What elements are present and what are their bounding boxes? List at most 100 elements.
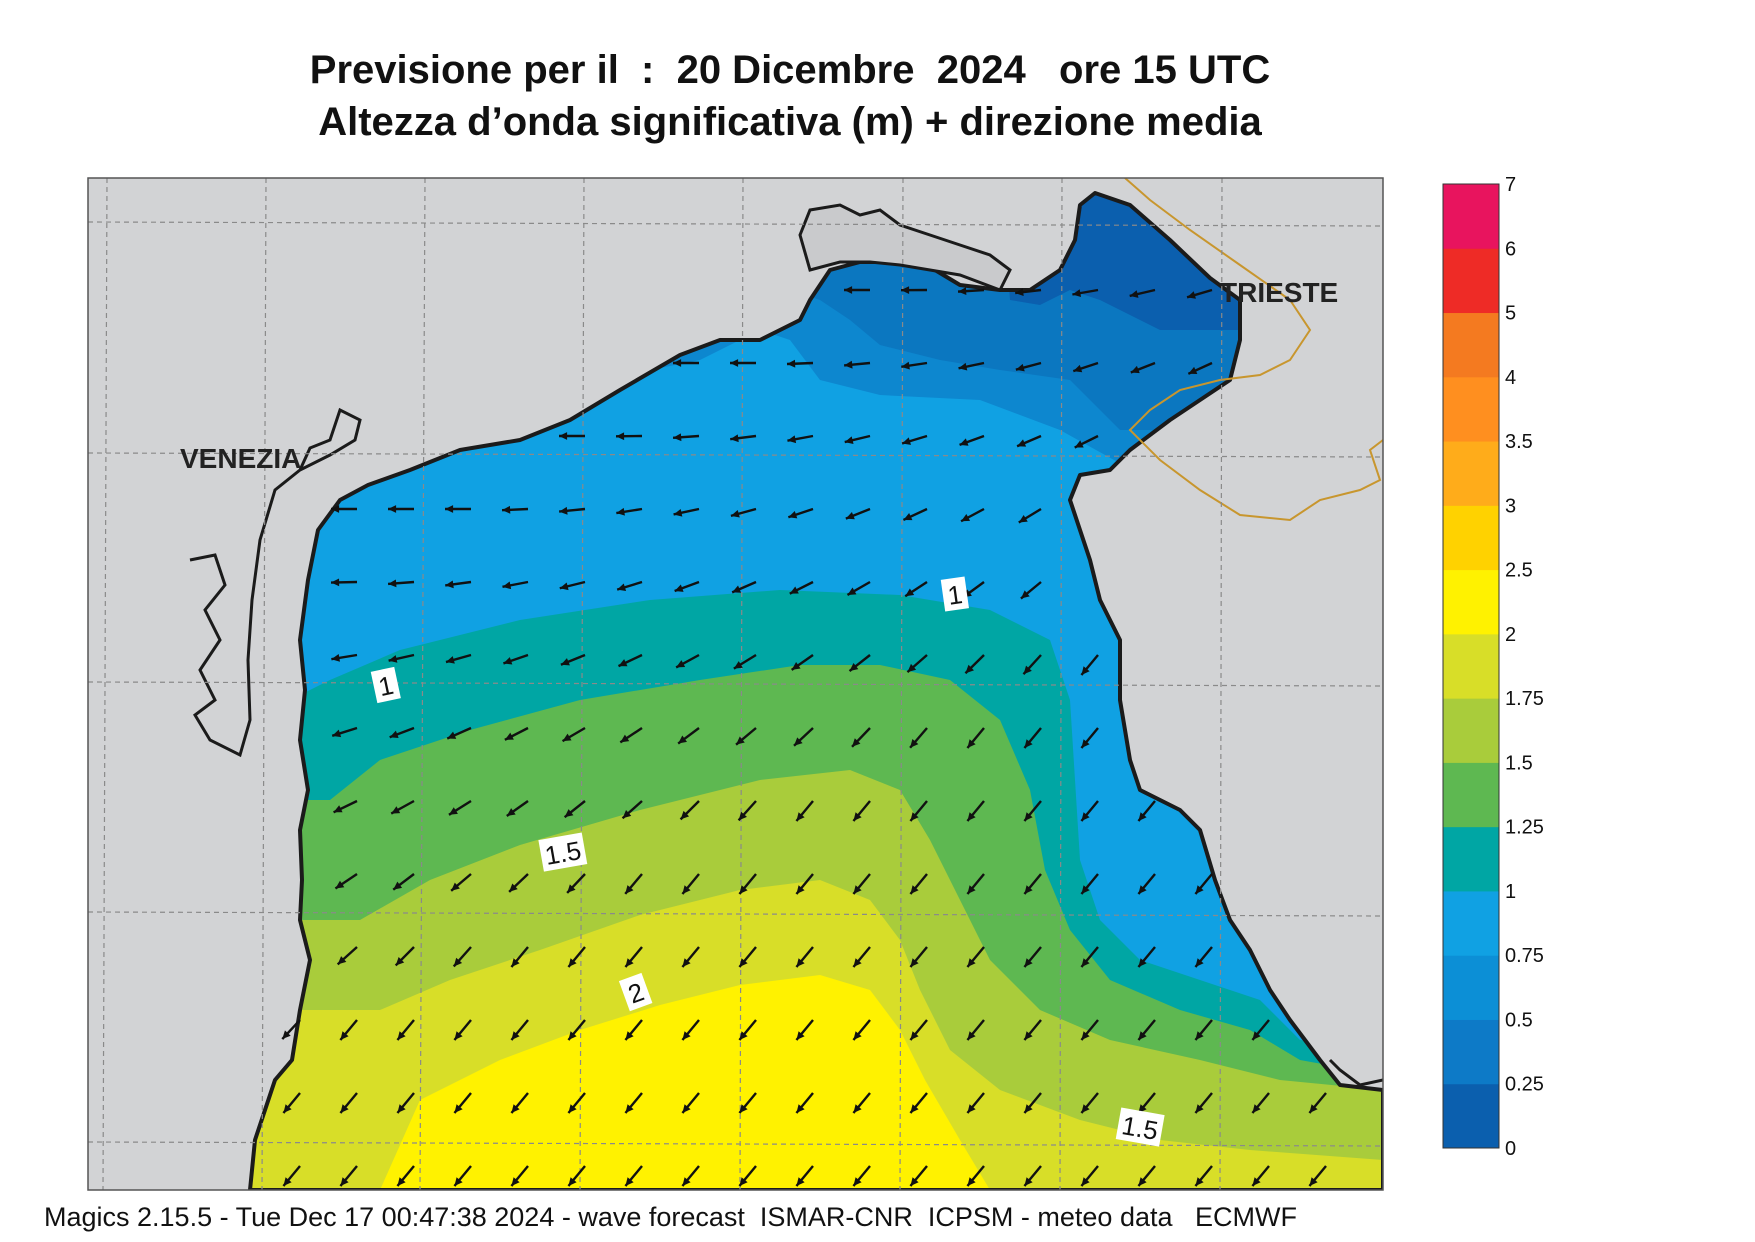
wave-arrow-head bbox=[967, 1031, 976, 1041]
legend-swatch bbox=[1443, 184, 1499, 249]
legend-swatch bbox=[1443, 1019, 1499, 1085]
map-title-line2: Altezza d’onda significativa (m) + direz… bbox=[318, 100, 1262, 144]
legend-swatch bbox=[1443, 505, 1499, 571]
wave-arrow-head bbox=[340, 1104, 349, 1114]
wave-arrow-head bbox=[502, 505, 511, 514]
legend-swatch bbox=[1443, 441, 1499, 506]
wave-arrow-head bbox=[445, 656, 455, 664]
wave-arrow-head bbox=[682, 885, 691, 895]
wave-arrow-head bbox=[283, 1177, 292, 1187]
legend-swatch bbox=[1443, 698, 1499, 763]
wave-arrow-head bbox=[1129, 290, 1139, 298]
wave-arrow-head bbox=[333, 805, 343, 813]
legend-tick-label: 5 bbox=[1505, 303, 1516, 325]
legend-tick-label: 4 bbox=[1505, 367, 1516, 389]
wave-arrow-head bbox=[1252, 1177, 1261, 1187]
legend-frame bbox=[1442, 183, 1500, 1149]
legend-tick-label: 3 bbox=[1505, 495, 1516, 517]
slovenia-border bbox=[1124, 178, 1383, 522]
wave-arrow-head bbox=[730, 359, 739, 367]
istria-coast bbox=[1328, 1058, 1383, 1087]
wave-direction-arrows bbox=[281, 286, 1327, 1187]
wave-arrow-head bbox=[625, 1177, 634, 1187]
legend-swatch bbox=[1443, 762, 1499, 828]
wave-arrow-head bbox=[340, 1031, 349, 1040]
wave-arrow-head bbox=[1081, 958, 1090, 968]
wave-arrow-head bbox=[967, 958, 976, 968]
wave-arrow-head bbox=[739, 1177, 748, 1187]
wave-arrow-head bbox=[853, 812, 862, 822]
wave-arrow-head bbox=[620, 734, 630, 743]
wave-arrow-head bbox=[730, 509, 740, 518]
wave-arrow-head bbox=[445, 580, 454, 589]
wave-arrow-head bbox=[1252, 1031, 1261, 1041]
wave-arrow-head bbox=[901, 361, 910, 370]
wave-height-fill bbox=[250, 193, 1383, 1190]
wave-arrow-head bbox=[853, 885, 862, 895]
map-frame bbox=[87, 177, 1384, 1191]
wave-arrow-head bbox=[1081, 1031, 1090, 1041]
band-2-2.5 bbox=[380, 975, 990, 1190]
wave-arrow-head bbox=[1138, 1031, 1147, 1041]
wave-arrow-head bbox=[616, 432, 625, 441]
wave-arrow-head bbox=[625, 958, 634, 968]
wave-arrow-head bbox=[397, 1031, 406, 1041]
wave-arrow-head bbox=[395, 956, 405, 966]
wave-arrow-head bbox=[910, 1104, 919, 1114]
wave-arrow-head bbox=[622, 809, 632, 819]
wave-arrow-head bbox=[1024, 739, 1033, 749]
legend-tick-label: 1.25 bbox=[1505, 817, 1544, 839]
wave-arrow-head bbox=[852, 738, 861, 747]
wave-arrow-head bbox=[845, 511, 855, 520]
legend-swatch bbox=[1443, 955, 1499, 1020]
wave-arrow-head bbox=[910, 739, 919, 748]
wave-arrow-head bbox=[961, 513, 971, 522]
wave-arrow-head bbox=[1195, 958, 1204, 968]
wave-arrow-head bbox=[844, 286, 853, 294]
wave-arrow-head bbox=[682, 1104, 691, 1114]
wave-arrow-head bbox=[388, 579, 397, 588]
place-label-venezia: VENEZIA bbox=[180, 443, 301, 474]
wave-arrow-head bbox=[853, 958, 862, 968]
wave-arrow-head bbox=[736, 736, 745, 745]
wave-arrow-head bbox=[796, 1104, 805, 1114]
wave-arrow-head bbox=[673, 433, 682, 442]
wave-arrow-head bbox=[1015, 363, 1025, 372]
wave-arrow-head bbox=[791, 662, 801, 670]
wave-arrow-head bbox=[1081, 812, 1090, 822]
wave-arrow-head bbox=[1017, 439, 1027, 447]
wave-arrow-head bbox=[331, 578, 340, 587]
wave-arrow-head bbox=[397, 1104, 406, 1114]
wave-arrow-head bbox=[617, 583, 627, 592]
legend-tick-label: 1.75 bbox=[1505, 688, 1544, 710]
contour-label-1-west: 1 bbox=[376, 670, 396, 702]
place-label-trieste: TRIESTE bbox=[1220, 277, 1338, 308]
wave-arrow-head bbox=[1081, 1177, 1090, 1187]
wave-arrow-head bbox=[451, 882, 460, 891]
wave-arrow-head bbox=[907, 663, 917, 673]
wave-arrow-head bbox=[509, 883, 518, 892]
legend-tick-label: 0.5 bbox=[1505, 1009, 1533, 1031]
wave-arrow-head bbox=[618, 659, 628, 667]
wave-arrow-head bbox=[739, 958, 748, 968]
wave-arrow-head bbox=[1252, 1104, 1261, 1114]
legend-swatch bbox=[1443, 376, 1499, 442]
wave-arrow-head bbox=[448, 807, 458, 815]
wave-arrow-head bbox=[967, 739, 976, 749]
wave-arrow-head bbox=[447, 731, 457, 739]
wave-arrow-head bbox=[1024, 812, 1033, 822]
wave-arrow-head bbox=[1024, 1177, 1033, 1187]
legend-tick-label: 2.5 bbox=[1505, 560, 1533, 582]
wave-arrow-head bbox=[454, 1104, 463, 1114]
wave-arrow-head bbox=[331, 654, 340, 662]
legend-tick-label: 3.5 bbox=[1505, 431, 1533, 453]
wave-arrow-head bbox=[682, 1177, 691, 1187]
wave-arrow-head bbox=[796, 1177, 805, 1187]
wave-arrow-head bbox=[796, 885, 805, 895]
wave-arrow-head bbox=[1138, 812, 1147, 822]
wave-arrow-head bbox=[682, 958, 691, 968]
wave-arrow-head bbox=[506, 808, 516, 817]
wave-arrow-head bbox=[625, 885, 634, 894]
wave-arrow-head bbox=[903, 512, 913, 521]
wave-arrow-head bbox=[910, 1177, 919, 1187]
